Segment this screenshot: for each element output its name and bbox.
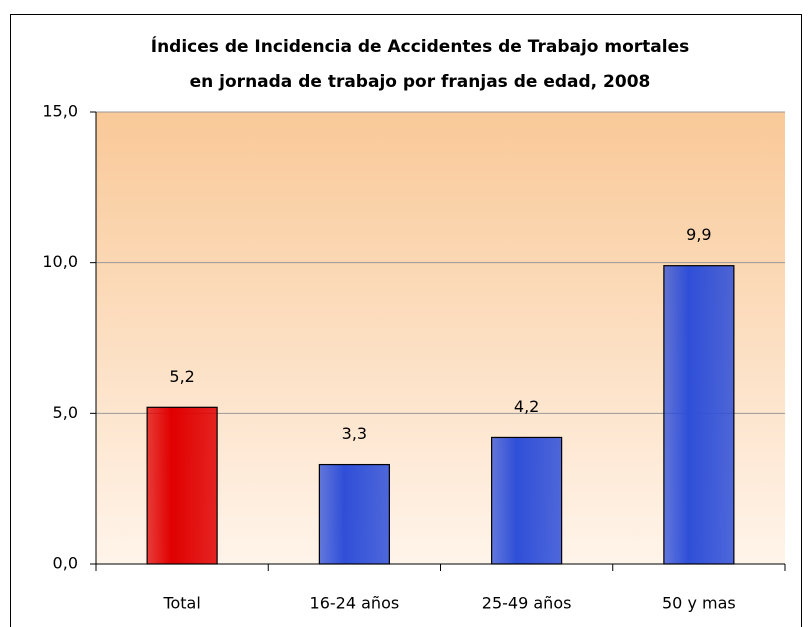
x-tick-label: Total	[162, 594, 200, 613]
y-tick-label: 0,0	[53, 554, 78, 573]
data-label: 5,2	[169, 367, 194, 386]
data-label: 3,3	[342, 424, 367, 443]
bar	[318, 463, 390, 565]
y-tick-label: 5,0	[53, 403, 78, 422]
chart-title: Índices de Incidencia de Accidentes de T…	[151, 35, 689, 57]
data-label: 4,2	[514, 397, 539, 416]
x-tick-label: 50 y mas	[662, 594, 736, 613]
bar	[491, 436, 563, 565]
data-label: 9,9	[686, 225, 711, 244]
x-tick-label: 25-49 años	[482, 594, 572, 613]
x-tick-label: 16-24 años	[310, 594, 400, 613]
chart-title: en jornada de trabajo por franjas de eda…	[190, 72, 651, 92]
y-tick-label: 10,0	[42, 252, 78, 271]
y-tick-label: 15,0	[42, 102, 78, 121]
bar	[146, 406, 218, 565]
bar	[663, 265, 735, 565]
